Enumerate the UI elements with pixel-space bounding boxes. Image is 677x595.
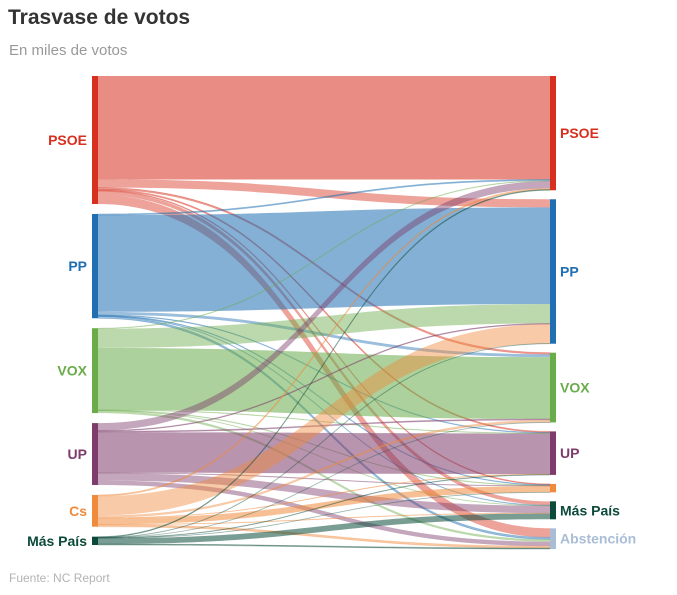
flow-psoe-to-mas-pais [98, 191, 550, 506]
node-left-mas-pais [92, 536, 98, 545]
node-right-vox [550, 352, 556, 423]
flow-vox-to-vox [98, 347, 550, 420]
flow-up-to-abstencion [98, 480, 550, 547]
node-right-up [550, 431, 556, 475]
source-note: Fuente: NC Report [9, 571, 110, 585]
flow-mas-pais-to-mas-pais [98, 513, 550, 545]
flow-up-to-psoe [98, 180, 550, 431]
node-left-up [92, 423, 98, 485]
label-right-mas-pais: Más País [560, 502, 620, 518]
flow-up-to-mas-pais [98, 473, 550, 514]
label-left-psoe: PSOE [48, 132, 87, 148]
node-left-vox [92, 328, 98, 414]
chart-subtitle: En miles de votos [9, 42, 128, 59]
labels-layer: PSOE PP VOX UP Cs Más País PSOE PP VOX UP Más País… [27, 125, 636, 549]
flow-pp-to-pp [98, 207, 550, 312]
flow-psoe-to-pp [98, 179, 550, 208]
label-right-up: UP [560, 445, 579, 461]
label-left-pp: PP [68, 258, 87, 274]
label-left-up: UP [68, 446, 87, 462]
label-right-vox: VOX [560, 380, 590, 396]
flow-mas-pais-to-pp [97, 343, 551, 539]
label-left-cs: Cs [69, 503, 87, 519]
node-right-abstencion [550, 528, 556, 549]
flows-layer [97, 76, 551, 550]
flow-mas-pais-to-psoe [97, 189, 551, 538]
node-right-psoe [550, 76, 556, 191]
node-right-pp [550, 199, 556, 344]
node-left-pp [92, 214, 98, 319]
node-right-cs [550, 483, 556, 493]
label-right-pp: PP [560, 263, 579, 279]
nodes-layer [92, 76, 556, 549]
flow-psoe-to-psoe [98, 76, 550, 180]
label-left-vox: VOX [57, 363, 87, 379]
node-right-mas-pais [550, 501, 556, 520]
label-right-psoe: PSOE [560, 125, 599, 141]
label-right-abstencion: Abstención [560, 531, 636, 547]
flow-cs-to-cs [98, 486, 550, 525]
node-left-psoe [92, 76, 98, 205]
flow-vox-to-abstencion [98, 410, 550, 542]
flow-up-to-up [98, 432, 550, 475]
label-left-mas-pais: Más País [27, 533, 87, 549]
flow-vox-to-pp [98, 304, 550, 348]
flow-pp-to-vox [98, 311, 550, 358]
chart-title: Trasvase de votos [8, 6, 191, 29]
node-left-cs [92, 494, 98, 527]
flow-cs-to-pp [98, 324, 550, 516]
flow-cs-to-vox [98, 419, 550, 518]
